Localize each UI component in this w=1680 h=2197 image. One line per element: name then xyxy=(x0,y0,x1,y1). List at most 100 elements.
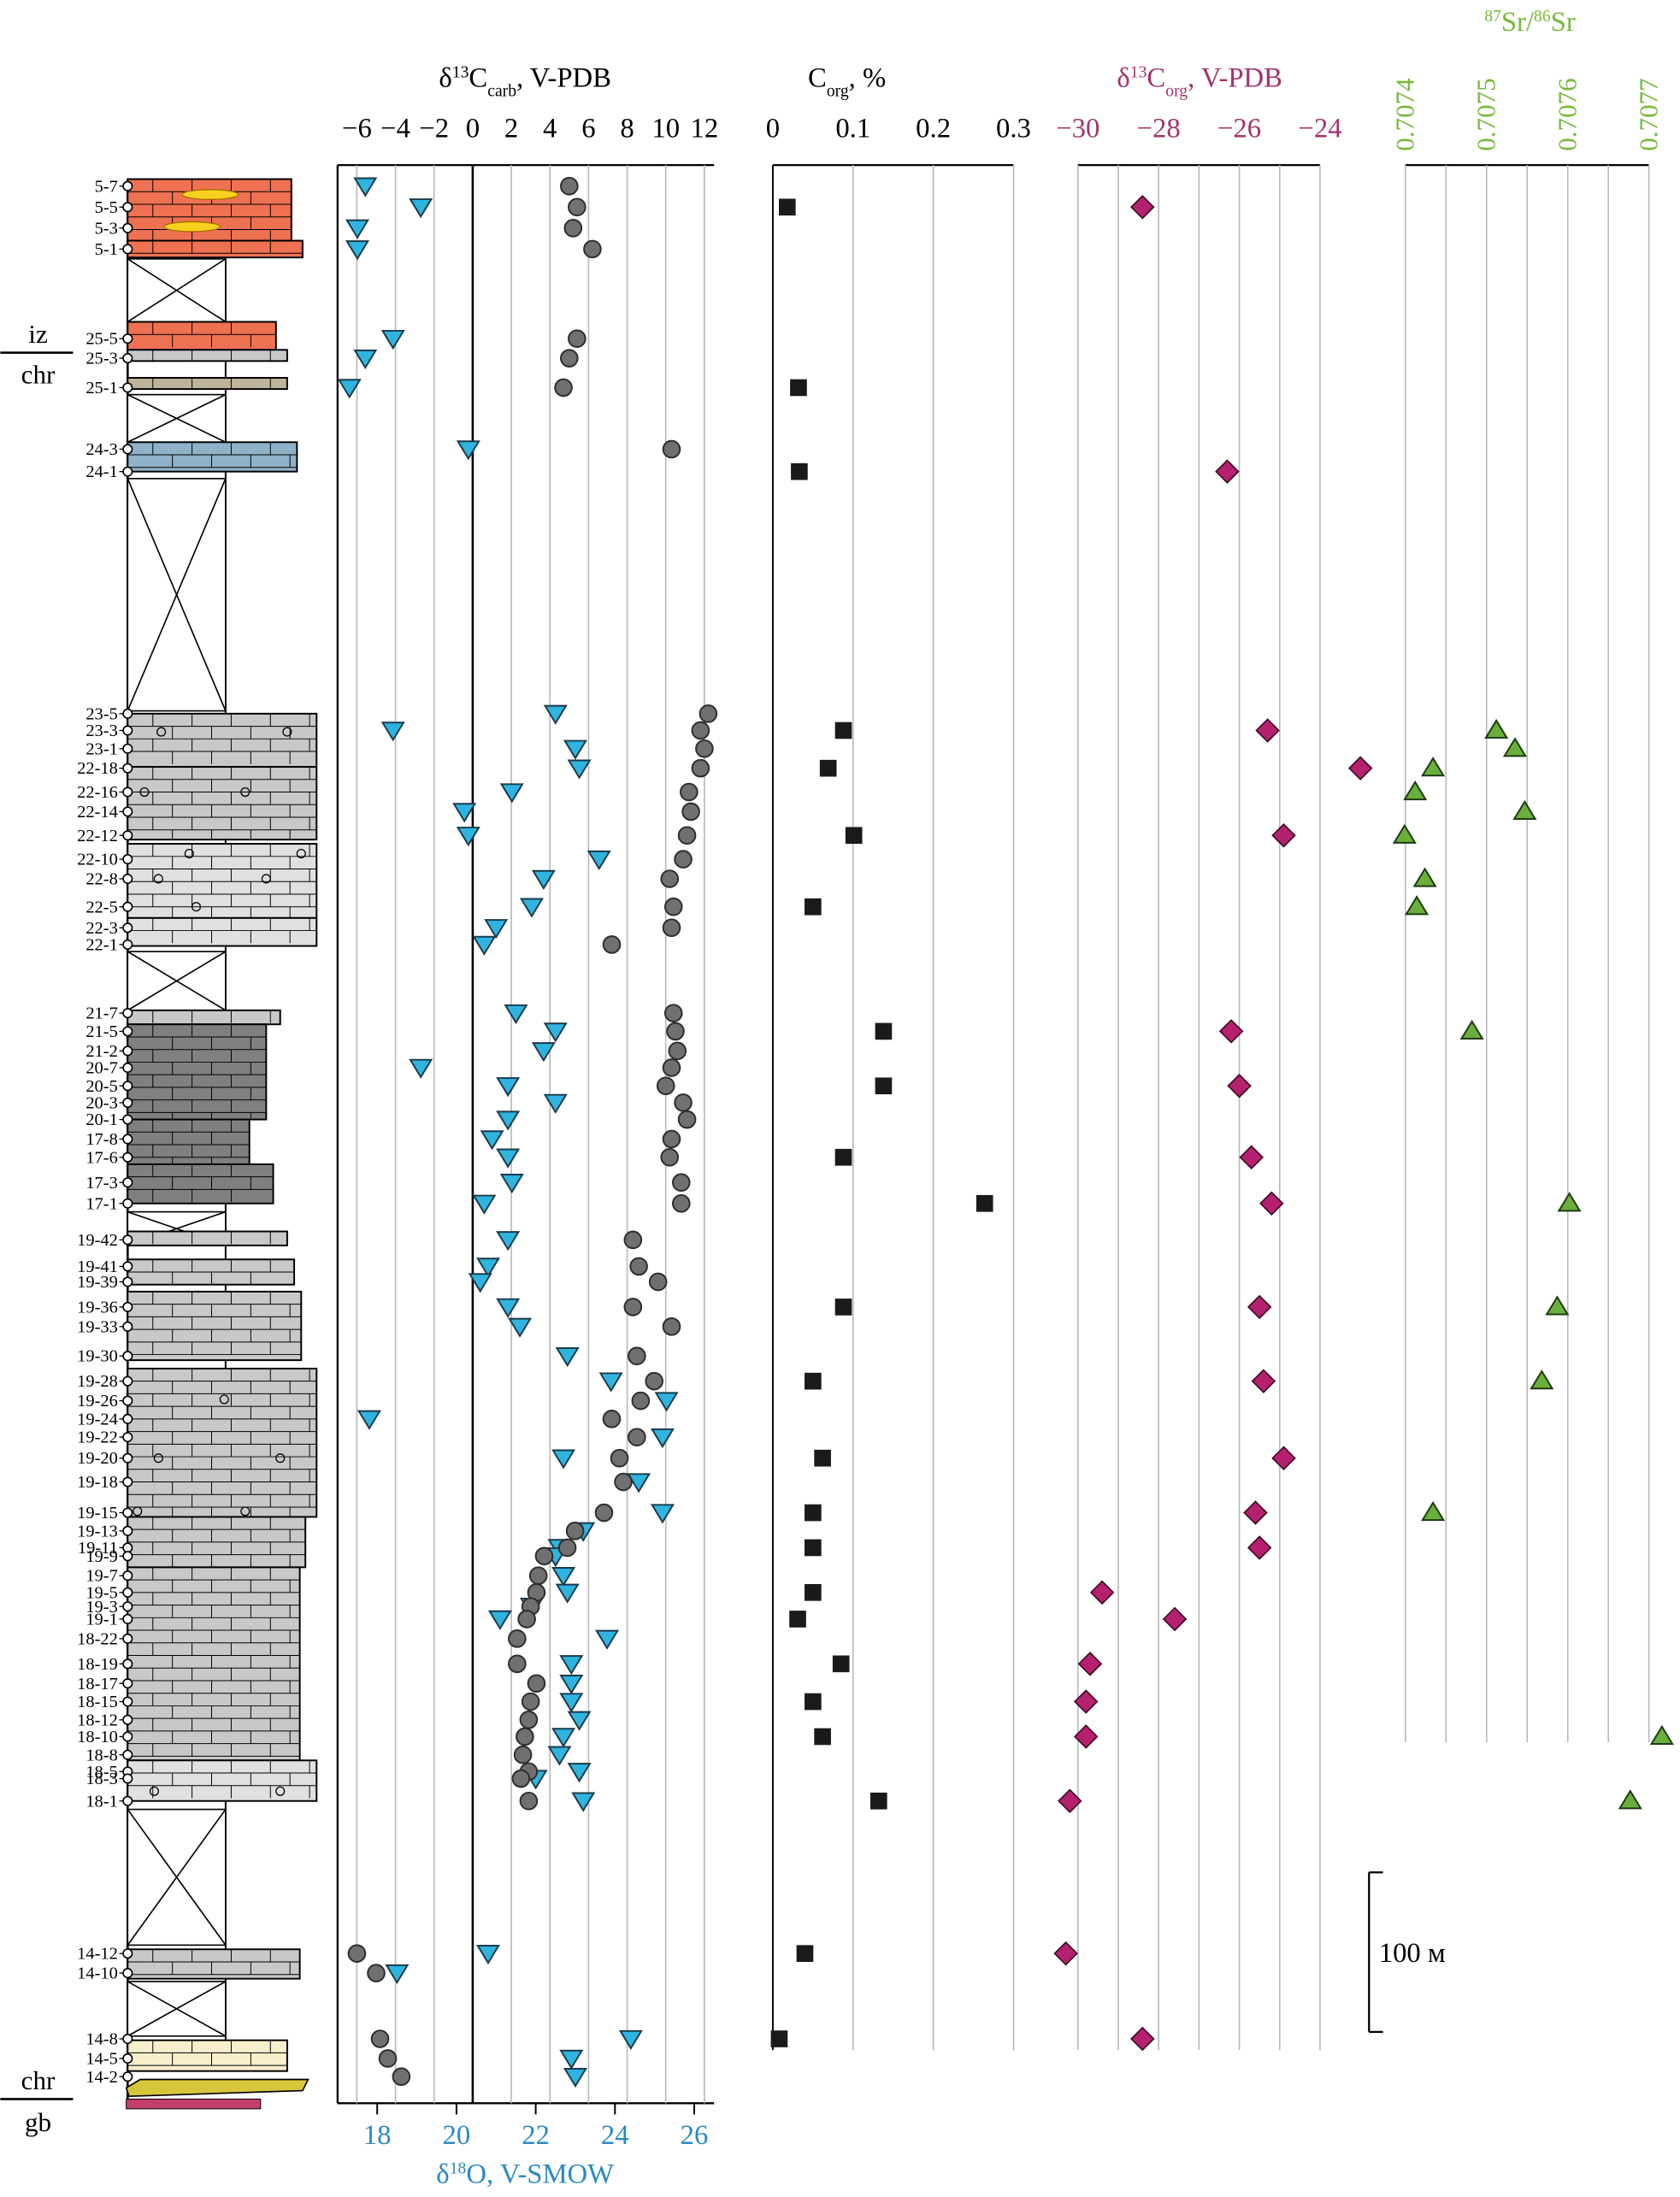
sr-point xyxy=(1421,1500,1446,1522)
sample-label: 22-14 xyxy=(77,803,118,822)
d13c-tick-label: −4 xyxy=(380,113,410,144)
d13c-org-point xyxy=(1243,1500,1268,1525)
sample-label: 18-1 xyxy=(85,1792,118,1811)
corg-tick-label: 0.1 xyxy=(835,113,870,144)
sample-marker xyxy=(122,1395,133,1406)
lithology-bed xyxy=(127,239,304,259)
sample-marker xyxy=(122,1234,133,1246)
oolite-symbol xyxy=(275,1786,286,1796)
covered-interval-cross xyxy=(127,1981,227,2037)
d18o-point xyxy=(555,1347,580,1368)
d13c-org-point xyxy=(1251,1369,1276,1393)
sample-marker xyxy=(122,1731,133,1742)
sample-label: 20-7 xyxy=(85,1059,118,1078)
sample-marker xyxy=(122,1432,133,1443)
d13c-carb-point xyxy=(663,1004,683,1022)
sample-label: 19-41 xyxy=(77,1258,118,1276)
sample-label: 20-5 xyxy=(85,1077,118,1096)
sample-marker xyxy=(122,1968,133,1979)
basement-conglomerate xyxy=(125,2078,309,2097)
sr-point xyxy=(1512,799,1537,821)
d18o-point xyxy=(472,1194,497,1215)
formation-label-iz: iz xyxy=(28,319,47,349)
corg-point xyxy=(814,1728,831,1746)
d18o-point xyxy=(654,1392,679,1412)
corg-point xyxy=(791,462,808,480)
d18o-point xyxy=(559,2049,584,2070)
d18o-point xyxy=(380,722,405,742)
sample-label: 19-3 xyxy=(85,1598,118,1617)
corg-point xyxy=(869,1792,887,1810)
d18o-point xyxy=(496,1110,521,1131)
oolite-symbol xyxy=(296,848,306,859)
sr-point xyxy=(1392,823,1417,844)
sample-label: 19-24 xyxy=(77,1410,118,1428)
corg-point xyxy=(805,898,822,916)
d13c-carb-point xyxy=(645,1371,663,1391)
corg-point xyxy=(805,1372,822,1390)
d13c-org-point xyxy=(1218,1019,1244,1044)
oolite-symbol xyxy=(191,902,202,912)
sample-marker xyxy=(122,353,133,364)
oolite-symbol xyxy=(261,874,271,884)
d18o-point xyxy=(468,1273,492,1293)
d13c-carb-point xyxy=(511,1769,531,1788)
d18o-point xyxy=(345,240,370,261)
sample-marker xyxy=(122,1714,133,1725)
d13c-org-point xyxy=(1073,1689,1099,1714)
sr-tick-label: 0.7075 xyxy=(1471,78,1501,151)
d18o-point xyxy=(547,1746,572,1766)
d13c-org-point xyxy=(1130,2026,1155,2052)
d13c-carb-point xyxy=(662,918,681,938)
d13c-carb-point xyxy=(681,802,700,822)
oolite-symbol xyxy=(133,1506,143,1517)
d13c-carb-point xyxy=(528,1566,548,1586)
d18o-point xyxy=(531,1042,556,1063)
d18o-point xyxy=(409,198,433,219)
sample-label: 19-20 xyxy=(77,1449,118,1468)
lithology-bed xyxy=(127,1009,281,1026)
d13c-carb-point xyxy=(568,197,587,217)
formation-label-chr-lower: chr xyxy=(21,2065,56,2095)
sample-marker xyxy=(122,873,133,885)
d13c-org-point xyxy=(1162,1606,1188,1632)
sample-label: 19-36 xyxy=(77,1298,118,1316)
oolite-symbol xyxy=(184,848,194,859)
lithology-bed xyxy=(127,1163,274,1205)
d18o-point xyxy=(409,1058,433,1079)
oolite-symbol xyxy=(156,727,167,737)
d13c-carb-point xyxy=(674,850,693,869)
d13c-tick-label: 4 xyxy=(543,113,557,144)
sr-point xyxy=(1530,1369,1554,1390)
corg-tick-label: 0.2 xyxy=(916,113,951,144)
d13c-carb-point xyxy=(602,1410,622,1428)
sample-marker xyxy=(122,1413,133,1424)
sample-marker xyxy=(122,1198,133,1209)
d13c-carb-point xyxy=(674,1093,693,1112)
d13c-carb-point xyxy=(695,739,714,758)
d18o-point xyxy=(499,1174,524,1194)
sr-point xyxy=(1502,737,1528,757)
d13c-carb-point xyxy=(628,1346,646,1366)
sr-point xyxy=(1545,1295,1570,1316)
sample-marker xyxy=(122,1507,133,1518)
sample-label: 21-2 xyxy=(85,1042,118,1061)
sample-marker xyxy=(122,1375,133,1387)
lithology-bed xyxy=(127,1367,318,1518)
d18o-point xyxy=(475,1258,500,1278)
sample-marker xyxy=(122,786,133,798)
header-d13c-org: δ13Corg, V-PDB xyxy=(1117,62,1282,100)
sample-labels: 5-7 5-5 5-3 5-1 25-525-3 25-1 24-3 24-1 23-523-3… xyxy=(77,177,133,2087)
d13c-carb-point xyxy=(660,1147,680,1167)
d13c-carb-point xyxy=(517,1610,536,1629)
d13c-org-point xyxy=(1247,1535,1272,1560)
lithology-bed xyxy=(127,1023,268,1121)
sample-label: 25-5 xyxy=(85,330,118,349)
corg-point xyxy=(832,1655,850,1673)
sample-marker xyxy=(122,1551,133,1562)
d18o-point xyxy=(650,1504,675,1524)
sample-marker xyxy=(122,708,133,719)
sample-marker xyxy=(122,1773,133,1784)
sample-label: 18-3 xyxy=(85,1770,118,1788)
sample-label: 25-3 xyxy=(85,350,118,368)
